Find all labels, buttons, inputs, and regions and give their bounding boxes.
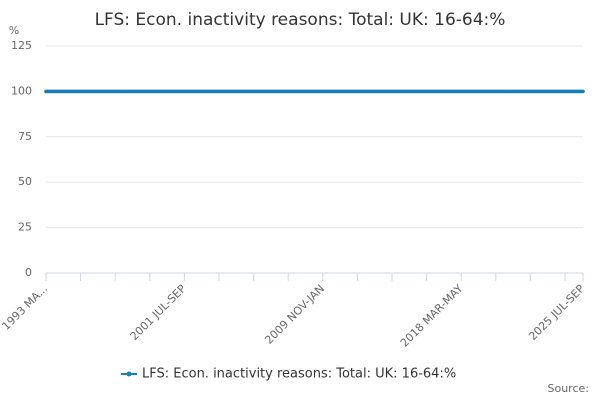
data-point (581, 89, 585, 94)
y-tick-label: 125 (11, 39, 32, 52)
y-tick-label: 75 (18, 130, 32, 143)
x-tick-label: 1993 MA... (0, 282, 50, 333)
legend-marker (126, 371, 132, 377)
y-tick-label: 25 (18, 221, 32, 234)
x-tick-label: 2009 NOV-JAN (262, 282, 327, 347)
chart-title: LFS: Econ. inactivity reasons: Total: UK… (95, 10, 506, 30)
x-tick-label: 2025 JUL-SEP (526, 282, 587, 343)
y-tick-label: 0 (25, 266, 32, 279)
y-unit: % (9, 24, 19, 37)
x-tick-label: 2018 MAR-MAY (398, 282, 466, 350)
y-tick-label: 50 (18, 175, 32, 188)
x-tick-label: 2001 JUL-SEP (128, 282, 189, 343)
y-tick-label: 100 (11, 84, 32, 97)
source: Source: (548, 382, 590, 395)
legend-label: LFS: Econ. inactivity reasons: Total: UK… (142, 367, 456, 382)
